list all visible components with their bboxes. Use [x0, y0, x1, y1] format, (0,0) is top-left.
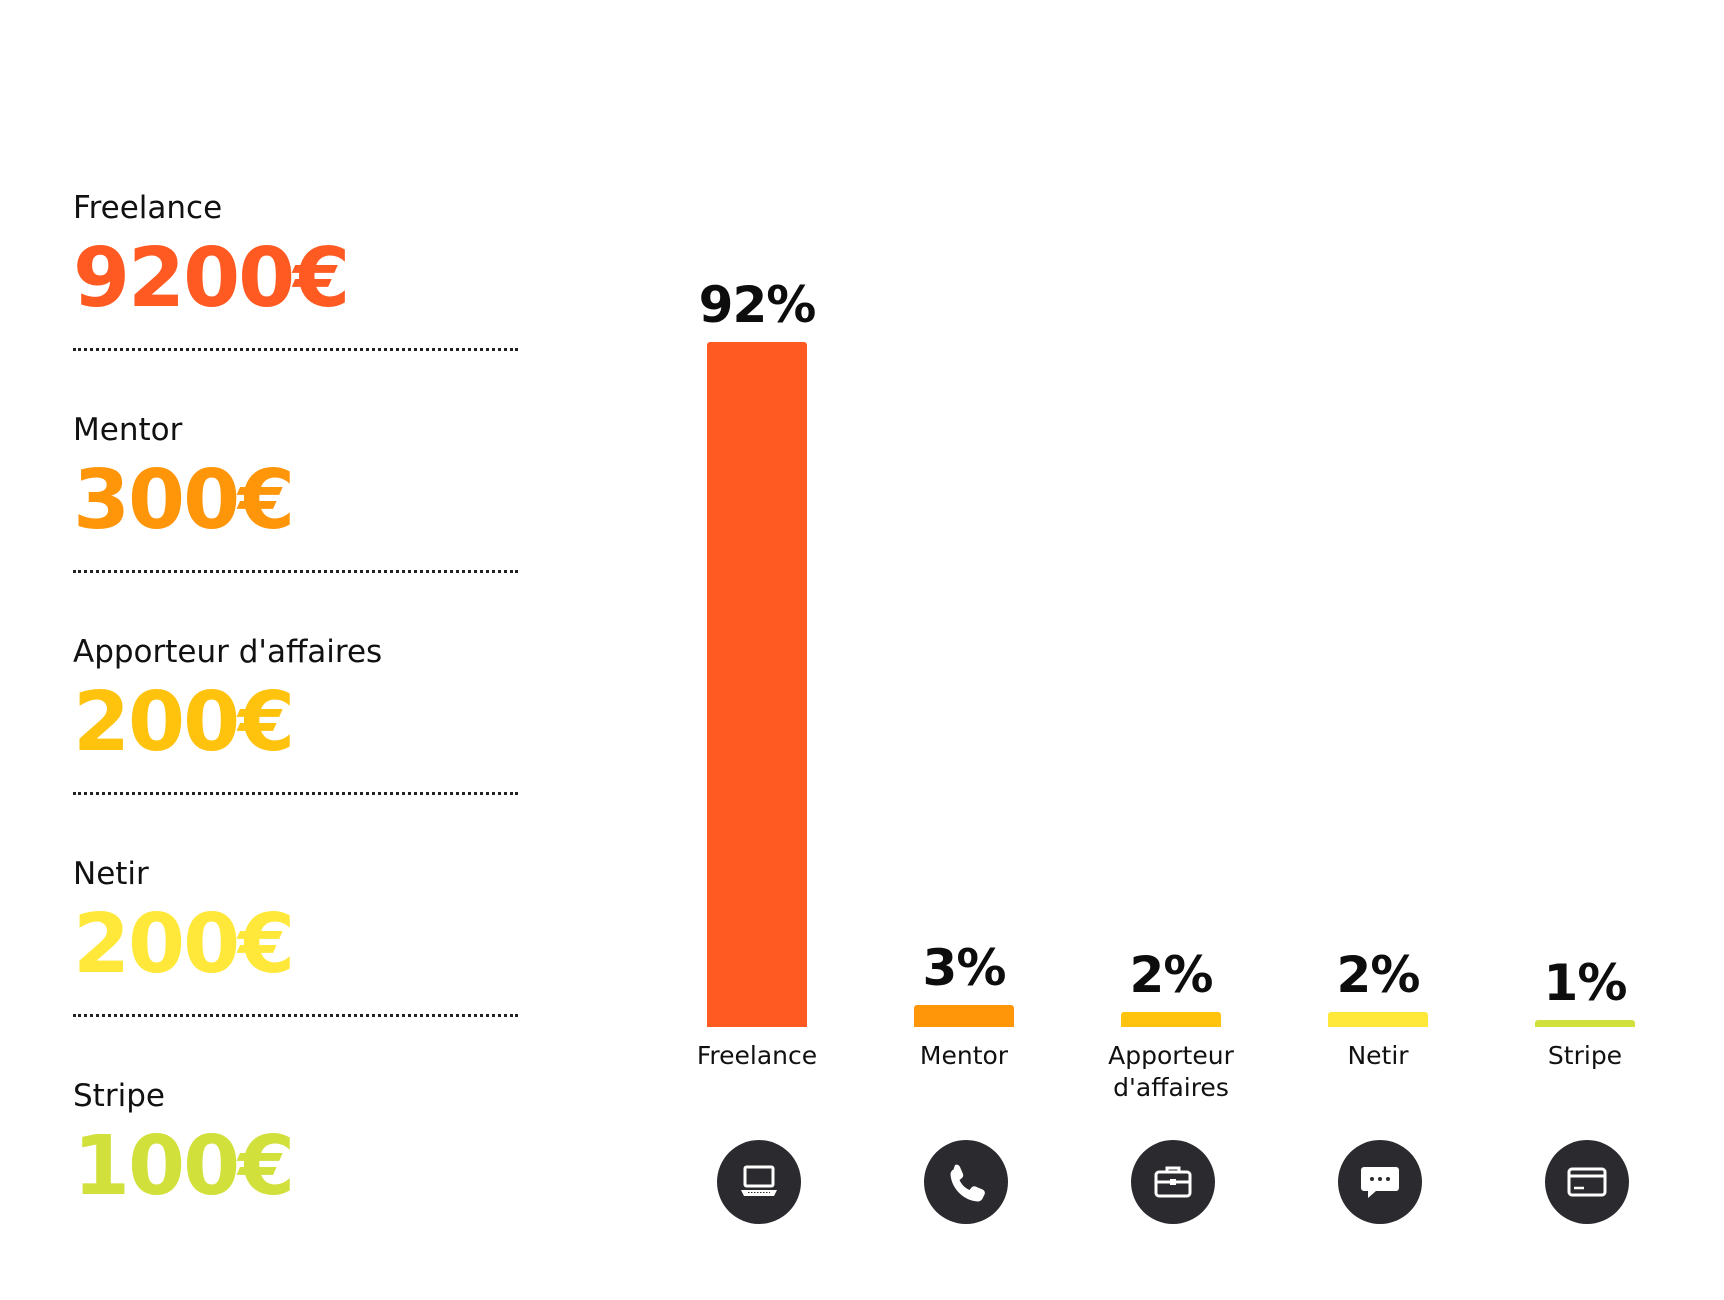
dotted-divider [73, 1014, 518, 1017]
category-label: Netir [1278, 1040, 1478, 1072]
amount-item: Netir 200€ [73, 856, 523, 1078]
share-bar-chart: 92% Freelance 3% Mentor 2% Apporteur d'affaire… [657, 276, 1685, 1224]
bar-value-label: 3% [922, 938, 1007, 997]
amount-value: 200€ [73, 675, 295, 770]
amount-item: Apporteur d'affaires 200€ [73, 634, 523, 856]
amount-label: Freelance [73, 190, 223, 226]
category-label: Mentor [864, 1040, 1064, 1072]
category-label: Apporteur d'affaires [1071, 1040, 1271, 1104]
dotted-divider [73, 348, 518, 351]
amount-item: Stripe 100€ [73, 1078, 523, 1300]
category-label-line: Apporteur [1108, 1041, 1234, 1070]
amount-value: 100€ [73, 1119, 295, 1214]
bar [1121, 1012, 1221, 1027]
dotted-divider [73, 792, 518, 795]
chat-icon [1338, 1140, 1422, 1224]
amount-label: Mentor [73, 412, 183, 448]
bar-value-label: 2% [1336, 946, 1421, 1005]
amount-value: 9200€ [73, 231, 350, 326]
amount-label: Netir [73, 856, 149, 892]
amount-value: 200€ [73, 897, 295, 992]
phone-icon [924, 1140, 1008, 1224]
bar [914, 1004, 1014, 1027]
bar [1328, 1012, 1428, 1027]
category-label-line: Netir [1347, 1041, 1409, 1070]
credit-card-icon [1545, 1140, 1629, 1224]
bar [1535, 1019, 1635, 1027]
briefcase-icon [1131, 1140, 1215, 1224]
bar-value-label: 1% [1543, 953, 1628, 1012]
bar-value-label: 92% [698, 276, 817, 334]
bar-value-label: 2% [1129, 946, 1214, 1005]
bar [707, 342, 807, 1027]
amount-item: Freelance 9200€ [73, 190, 523, 412]
amount-label: Stripe [73, 1078, 165, 1114]
dotted-divider [73, 570, 518, 573]
category-label-line: Mentor [919, 1041, 1009, 1070]
category-label: Freelance [657, 1040, 857, 1072]
amount-item: Mentor 300€ [73, 412, 523, 634]
laptop-icon [717, 1140, 801, 1224]
category-label-line: Freelance [696, 1041, 818, 1070]
amount-label: Apporteur d'affaires [73, 634, 383, 670]
amount-value: 300€ [73, 453, 295, 548]
category-label-line: Stripe [1547, 1041, 1623, 1070]
amount-list: Freelance 9200€ Mentor 300€ Apporteur d'affa… [73, 190, 523, 1300]
category-label-line: d'affaires [1113, 1073, 1229, 1102]
category-label: Stripe [1485, 1040, 1685, 1072]
